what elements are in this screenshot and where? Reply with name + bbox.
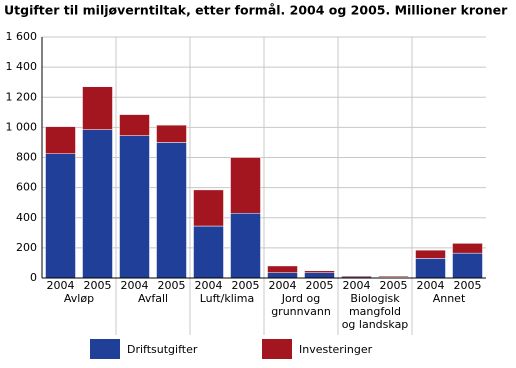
y-tick-label: 200 [16,241,37,254]
x-tick-label: 2004 [417,279,445,292]
y-tick-label: 1 000 [6,120,38,133]
group-label: mangfold [349,305,401,318]
chart-title: Utgifter til miljøverntiltak, etter form… [4,3,508,18]
x-tick-label: 2004 [195,279,223,292]
x-tick-label: 2004 [269,279,297,292]
y-tick-label: 600 [16,181,37,194]
bar-segment [415,258,446,279]
group-label: Luft/klima [200,292,255,305]
legend-swatch [262,339,292,359]
y-tick-label: 1 400 [6,60,38,73]
x-tick-label: 2005 [306,279,334,292]
group-label: Biologisk [350,292,400,305]
bar-segment [82,129,113,279]
y-tick-label: 1 600 [6,30,38,43]
x-tick-label: 2005 [158,279,186,292]
x-tick-label: 2005 [84,279,112,292]
bar-segment [82,86,113,130]
legend-swatch [90,339,120,359]
group-label: og landskap [342,318,409,331]
bar-segment [193,189,224,227]
group-label: Avfall [138,292,168,305]
group-label: grunnvann [271,305,331,318]
legend-label: Driftsutgifter [127,343,198,356]
x-tick-label: 2005 [380,279,408,292]
bar-segment [267,265,298,273]
bar-segment [452,243,483,254]
bar-segment [230,212,261,279]
bar-segment [341,275,372,278]
bar-segment [119,135,150,279]
x-tick-label: 2005 [454,279,482,292]
bar-segment [193,225,224,279]
group-label: Avløp [64,292,94,305]
legend-label: Investeringer [299,343,373,356]
bar-segment [304,270,335,273]
y-tick-label: 800 [16,151,37,164]
x-tick-label: 2004 [343,279,371,292]
bar-segment [415,249,446,259]
bar-segment [230,157,261,214]
y-tick-label: 0 [30,271,37,284]
x-tick-label: 2005 [232,279,260,292]
bar-segment [45,153,76,279]
x-tick-label: 2004 [121,279,149,292]
group-label: Annet [433,292,466,305]
bar-segment [119,114,150,136]
bar-segment [267,272,298,279]
y-tick-label: 400 [16,211,37,224]
bar-segment [156,142,187,279]
group-label: Jord og [281,292,321,305]
bar-segment [156,124,187,143]
bar-segment [452,252,483,279]
x-tick-label: 2004 [47,279,75,292]
y-tick-label: 1 200 [6,90,38,103]
bar-segment [304,272,335,279]
bar-segment [378,275,409,278]
bar-segment [45,126,76,154]
